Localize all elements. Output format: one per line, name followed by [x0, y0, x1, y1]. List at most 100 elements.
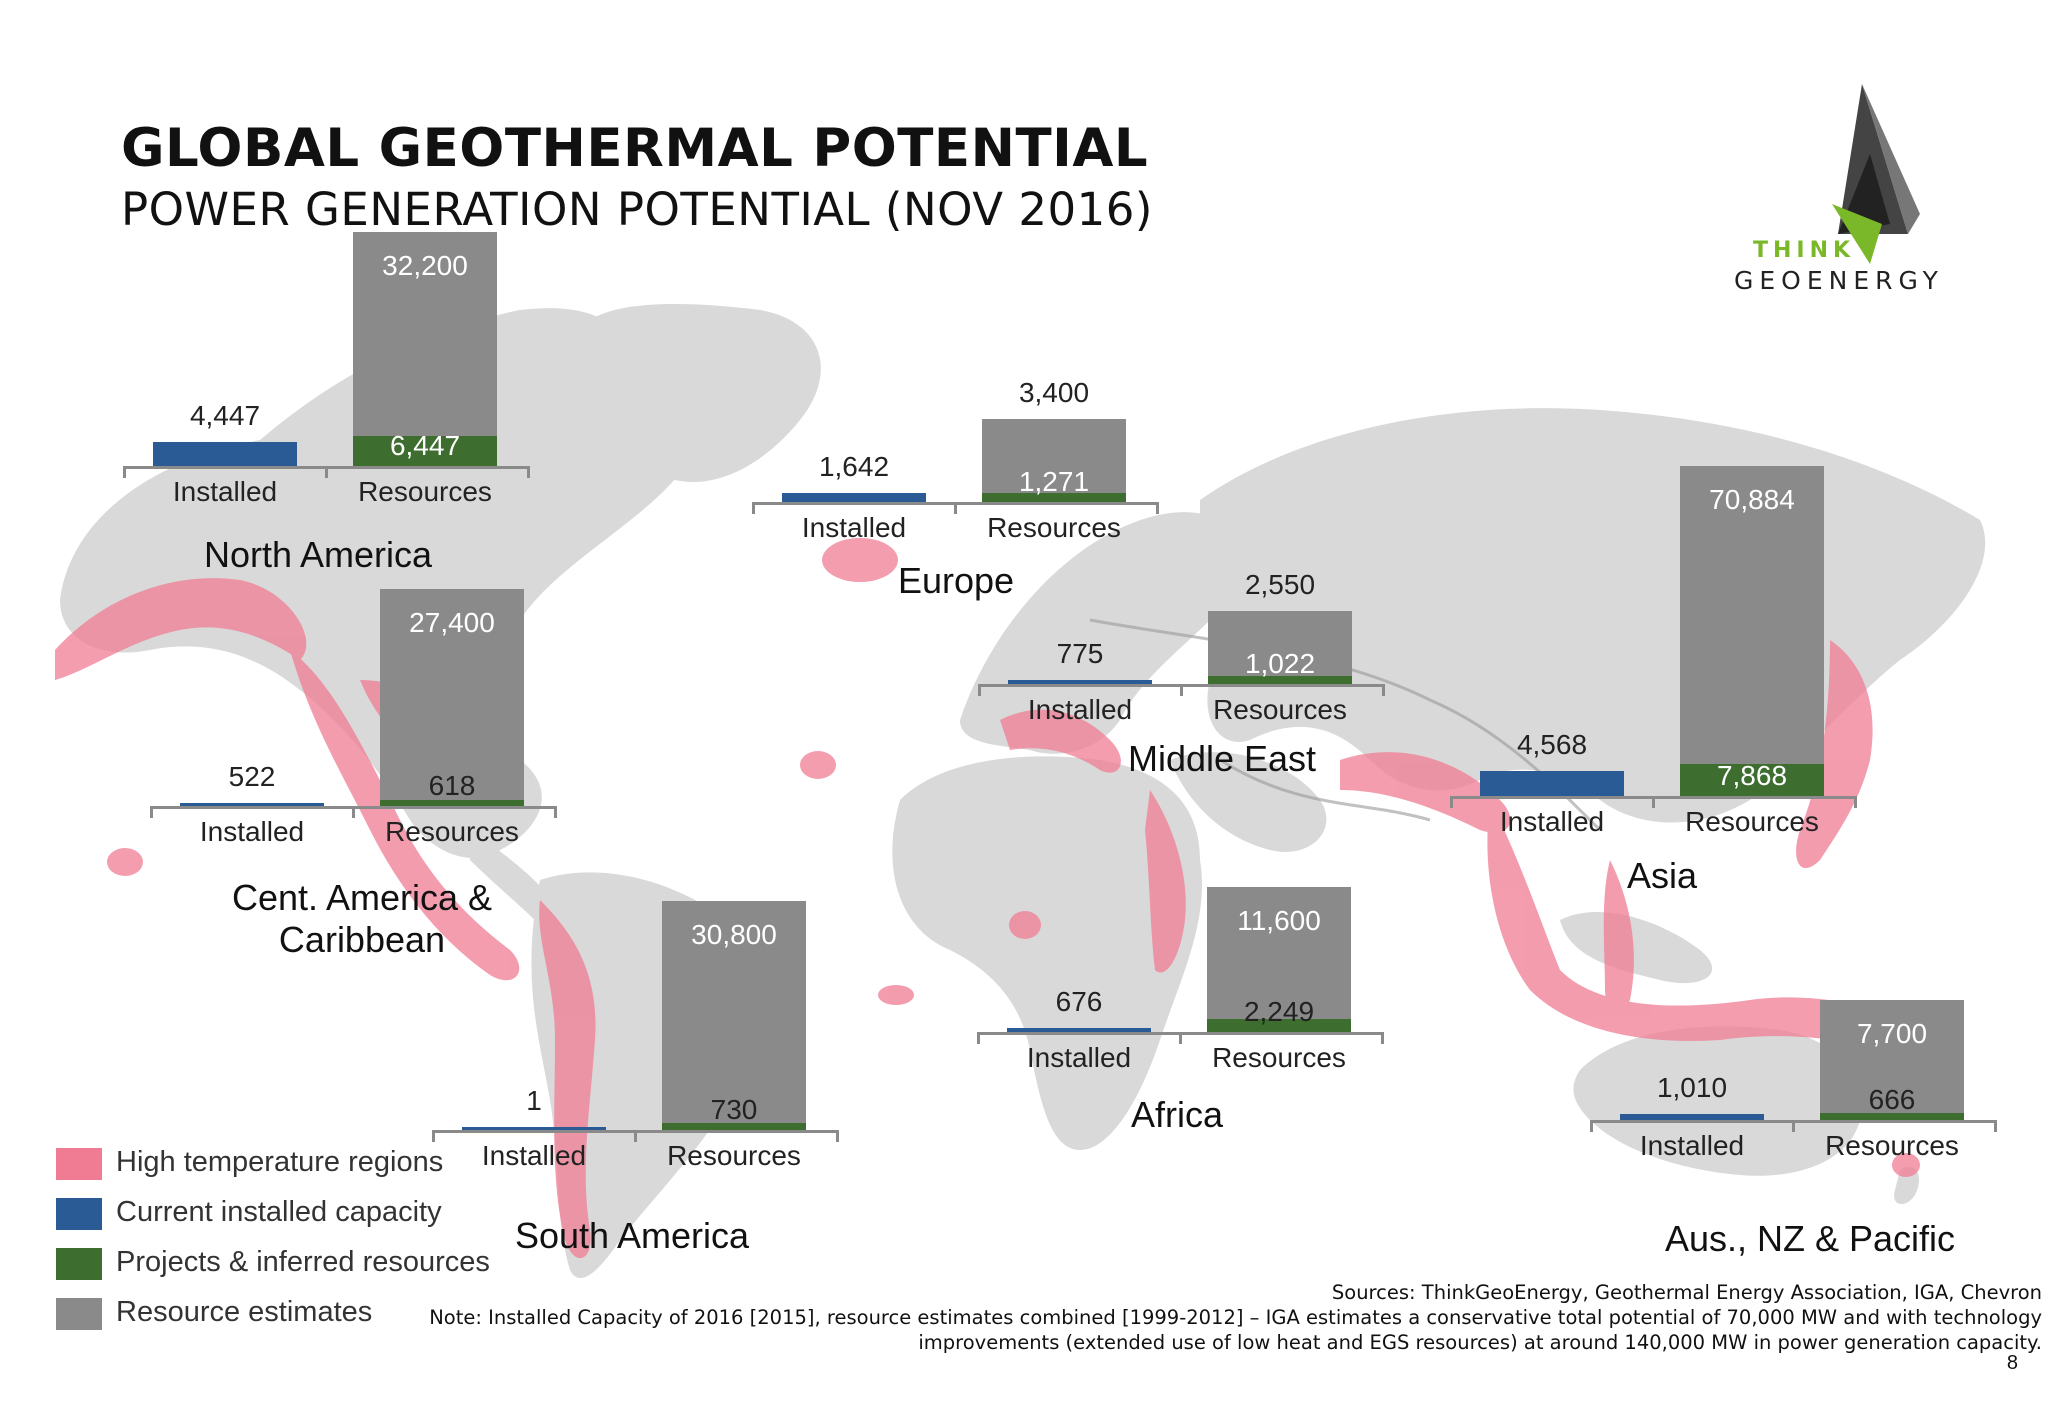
axis-tick-cent-america-caribbean: [554, 806, 557, 818]
sources-line: Sources: ThinkGeoEnergy, Geothermal Ener…: [1331, 1281, 2042, 1304]
axis-tick-south-america: [432, 1130, 435, 1142]
bar-projects-africa: [1207, 1019, 1351, 1032]
data-label-projects-north-america: 6,447: [389, 430, 461, 461]
data-label-installed-cent-america-caribbean: 522: [228, 761, 276, 792]
axis-tick-middle-east: [1180, 684, 1183, 696]
category-label-installed: Installed: [1027, 694, 1133, 725]
axis-tick-asia: [1652, 796, 1655, 808]
bar-projects-aus-nz-pacific: [1820, 1113, 1964, 1120]
note-line-1: Note: Installed Capacity of 2016 [2015],…: [429, 1306, 2042, 1329]
bar-projects-south-america: [662, 1123, 806, 1130]
category-label-resources: Resources: [358, 476, 492, 507]
category-label-resources: Resources: [1825, 1130, 1959, 1161]
note-line-2: improvements (extended use of low heat a…: [918, 1331, 2042, 1354]
data-label-projects-cent-america-caribbean: 618: [428, 770, 476, 801]
bar-projects-asia: [1680, 764, 1824, 796]
bar-installed-europe: [782, 492, 926, 502]
legend-label: Resource estimates: [116, 1296, 373, 1328]
legend-swatch-high-temperature: [56, 1148, 102, 1180]
category-label-resources: Resources: [667, 1140, 801, 1171]
region-label-europe: Europe: [897, 560, 1015, 601]
logo-text-geoenergy: GEOENERGY: [1734, 266, 1944, 295]
page-subtitle: POWER GENERATION POTENTIAL (NOV 2016): [121, 183, 1153, 236]
logo-text-think: THINK: [1753, 238, 1856, 263]
axis-tick-south-america: [634, 1130, 637, 1142]
category-label-installed: Installed: [199, 816, 305, 847]
category-label-resources: Resources: [987, 512, 1121, 543]
bar-installed-asia: [1480, 770, 1624, 796]
axis-tick-europe: [954, 502, 957, 514]
axis-tick-south-america: [836, 1130, 839, 1142]
region-label-cent-america-caribbean: Cent. America & Caribbean: [232, 877, 492, 961]
data-label-projects-europe: 1,271: [1018, 466, 1090, 497]
legend-swatch-projects: [56, 1248, 102, 1280]
bar-installed-north-america: [153, 441, 297, 466]
data-label-estimates-north-america: 32,200: [382, 249, 468, 281]
data-label-projects-asia: 7,868: [1716, 760, 1788, 791]
axis-tick-africa: [1179, 1032, 1182, 1044]
bar-estimates-north-america: [353, 231, 497, 466]
category-label-installed: Installed: [1639, 1130, 1745, 1161]
region-label-south-america: South America: [514, 1215, 750, 1256]
category-label-installed: Installed: [172, 476, 278, 507]
data-label-installed-south-america: 1: [526, 1085, 542, 1116]
bar-installed-africa: [1007, 1028, 1151, 1032]
category-label-installed: Installed: [801, 512, 907, 543]
data-label-estimates-asia: 70,884: [1709, 484, 1795, 515]
axis-tick-aus-nz-pacific: [1994, 1120, 1997, 1132]
bar-estimates-europe: [982, 419, 1126, 502]
legend-label: High temperature regions: [116, 1146, 444, 1178]
axis-tick-middle-east: [978, 684, 981, 696]
category-label-installed: Installed: [1026, 1042, 1132, 1073]
legend-swatch-installed: [56, 1198, 102, 1230]
axis-tick-africa: [977, 1032, 980, 1044]
data-label-projects-aus-nz-pacific: 666: [1868, 1084, 1916, 1115]
region-label-middle-east: Middle East: [1127, 738, 1317, 779]
bar-estimates-middle-east: [1208, 610, 1352, 684]
think-geoenergy-logo-icon: [1832, 84, 1920, 264]
data-label-installed-africa: 676: [1055, 986, 1103, 1018]
data-label-estimates-cent-america-caribbean: 27,400: [409, 607, 495, 639]
data-label-estimates-middle-east: 2,550: [1244, 568, 1316, 600]
bar-estimates-aus-nz-pacific: [1820, 1000, 1964, 1120]
data-label-estimates-africa: 11,600: [1237, 905, 1321, 937]
page-title: GLOBAL GEOTHERMAL POTENTIAL: [121, 118, 1149, 179]
bar-estimates-south-america: [662, 900, 806, 1130]
axis-tick-aus-nz-pacific: [1590, 1120, 1593, 1132]
legend-swatch-estimates: [56, 1298, 102, 1330]
sources-note: Sources: ThinkGeoEnergy, Geothermal Ener…: [429, 1280, 2042, 1355]
axis-tick-cent-america-caribbean: [352, 806, 355, 818]
bar-installed-south-america: [462, 1127, 606, 1130]
data-label-projects-africa: 2,249: [1243, 996, 1315, 1027]
region-label-africa: Africa: [1130, 1094, 1224, 1135]
region-label-aus-nz-pacific: Aus., NZ & Pacific: [1664, 1218, 1956, 1259]
axis-tick-asia: [1450, 796, 1453, 808]
axis-tick-europe: [752, 502, 755, 514]
bar-projects-europe: [982, 492, 1126, 502]
bar-installed-middle-east: [1008, 679, 1152, 684]
data-label-installed-north-america: 4,447: [189, 399, 261, 431]
axis-tick-north-america: [325, 466, 328, 478]
data-label-estimates-europe: 3,400: [1018, 377, 1090, 409]
data-label-projects-middle-east: 1,022: [1244, 648, 1316, 679]
legend-label: Projects & inferred resources: [116, 1246, 490, 1278]
bar-projects-cent-america-caribbean: [380, 799, 524, 806]
data-label-installed-europe: 1,642: [818, 450, 890, 482]
bar-estimates-africa: [1207, 887, 1351, 1032]
category-label-resources: Resources: [385, 816, 519, 847]
region-label-asia: Asia: [1626, 855, 1698, 896]
region-label-north-america: North America: [203, 534, 433, 575]
axis-tick-cent-america-caribbean: [150, 806, 153, 818]
axis-tick-africa: [1381, 1032, 1384, 1044]
axis-tick-middle-east: [1382, 684, 1385, 696]
category-label-resources: Resources: [1685, 806, 1819, 837]
data-label-installed-asia: 4,568: [1516, 728, 1588, 760]
bar-estimates-cent-america-caribbean: [380, 589, 524, 806]
bar-projects-middle-east: [1208, 675, 1352, 684]
data-label-installed-middle-east: 775: [1056, 637, 1104, 669]
bar-estimates-asia: [1680, 466, 1824, 796]
category-label-resources: Resources: [1213, 694, 1347, 725]
axis-tick-aus-nz-pacific: [1792, 1120, 1795, 1132]
axis-tick-europe: [1156, 502, 1159, 514]
data-label-installed-aus-nz-pacific: 1,010: [1656, 1072, 1728, 1104]
